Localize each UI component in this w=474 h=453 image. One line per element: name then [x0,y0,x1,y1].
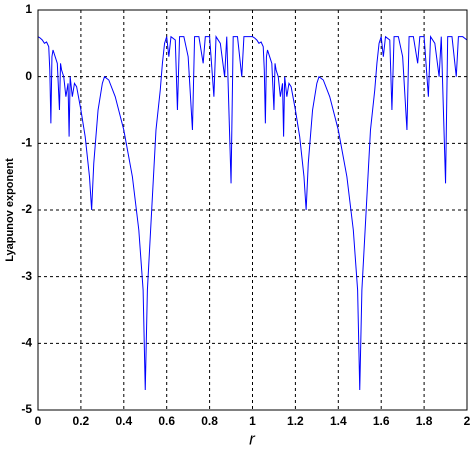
y-tick-label: -3 [21,269,32,283]
y-axis-label: Lyapunov exponent [4,158,16,262]
y-tick-label: -2 [21,202,32,216]
x-tick-label: 0.2 [73,414,90,428]
x-tick-label: 0.8 [201,414,218,428]
x-tick-label: 0 [35,414,42,428]
x-tick-label: 0.6 [158,414,175,428]
data-line [37,35,468,391]
y-tick-label: 0 [25,69,32,83]
x-tick-label: 1.8 [416,414,433,428]
x-axis-label: r [249,429,256,448]
x-tick-label: 1 [249,414,256,428]
y-tick-label: -1 [21,136,32,150]
x-tick-label: 1.2 [287,414,304,428]
x-tick-label: 1.4 [330,414,347,428]
y-tick-label: 1 [25,2,32,16]
x-tick-label: 2 [464,414,471,428]
x-tick-label: 1.6 [373,414,390,428]
plot-frame [37,9,468,411]
y-tick-label: -5 [21,402,32,416]
y-tick-label: -4 [21,336,32,350]
x-tick-label: 0.4 [115,414,132,428]
